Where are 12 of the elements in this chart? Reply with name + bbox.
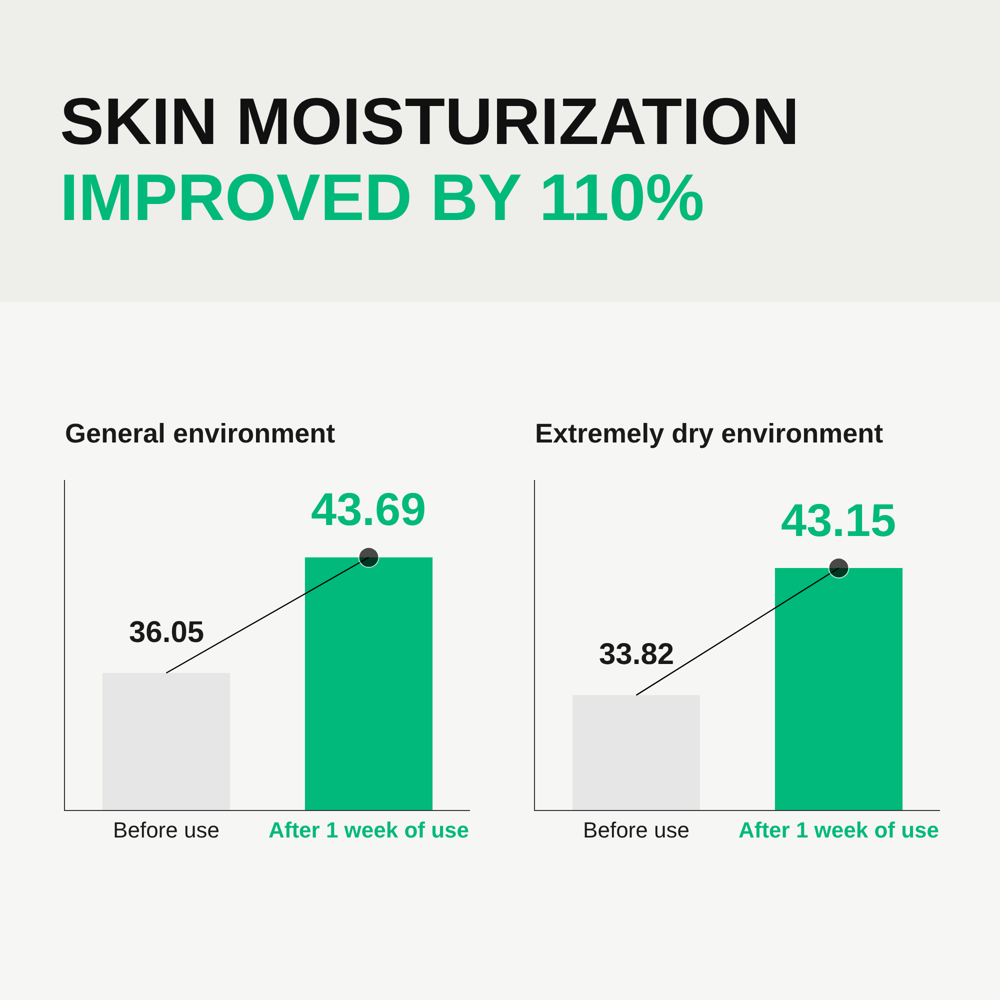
x-tick-label: After 1 week of use [738, 818, 940, 842]
x-tick-label: Before use [583, 818, 690, 842]
x-tick-label: Before use [113, 818, 220, 842]
text: IMPROVED BY 110% [60, 160, 704, 234]
chart-title: Extremely dry environment [535, 418, 884, 449]
text: SKIN MOISTURIZATION [60, 84, 800, 158]
x-tick-label: After 1 week of use [268, 818, 470, 842]
data-label: 33.82 [599, 638, 674, 671]
chart-title: General environment [65, 418, 336, 449]
data-label: 43.15 [781, 494, 896, 546]
data-label: 36.05 [129, 616, 204, 649]
data-label: 43.69 [311, 483, 426, 535]
